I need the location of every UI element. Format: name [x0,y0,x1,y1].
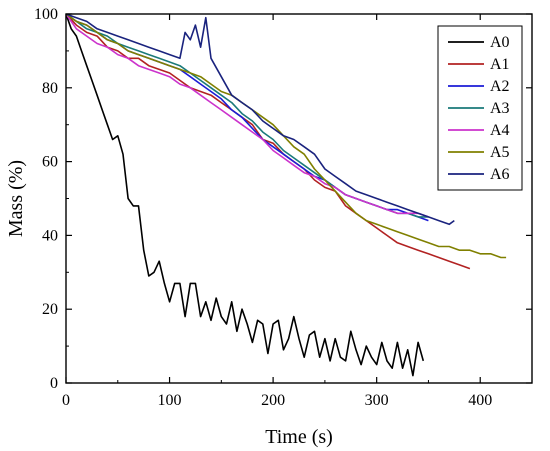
y-tick-label: 0 [50,375,58,392]
legend-label-a3: A3 [490,100,510,117]
legend: A0 A1 A2 A3 A4 A5 A6 [437,25,523,191]
y-tick-label: 80 [42,80,58,97]
legend-label-a4: A4 [490,122,510,139]
series-line-a1 [66,14,471,270]
x-axis: 0 100 200 300 400 [62,14,492,409]
y-tick-label: 100 [34,6,58,23]
y-axis-label: Mass (%) [5,160,27,237]
x-tick-label: 300 [365,392,389,409]
series-layer [66,14,507,377]
legend-label-a5: A5 [490,144,510,161]
series-line-a6 [66,14,455,226]
x-tick-label: 200 [261,392,285,409]
legend-label-a1: A1 [490,56,510,73]
legend-label-a6: A6 [490,166,510,183]
y-tick-label: 20 [42,301,58,318]
series-line-a0 [66,14,425,377]
legend-label-a2: A2 [490,78,510,95]
y-axis: 0 20 40 60 80 100 [34,6,532,392]
x-tick-label: 100 [158,392,182,409]
x-tick-label: 400 [468,392,492,409]
y-tick-label: 40 [42,227,58,244]
series-line-a4 [66,14,429,218]
x-tick-label: 0 [62,392,70,409]
legend-label-a0: A0 [490,34,510,51]
y-tick-label: 60 [42,154,58,171]
x-axis-label: Time (s) [265,426,333,448]
series-line-a5 [66,14,507,259]
